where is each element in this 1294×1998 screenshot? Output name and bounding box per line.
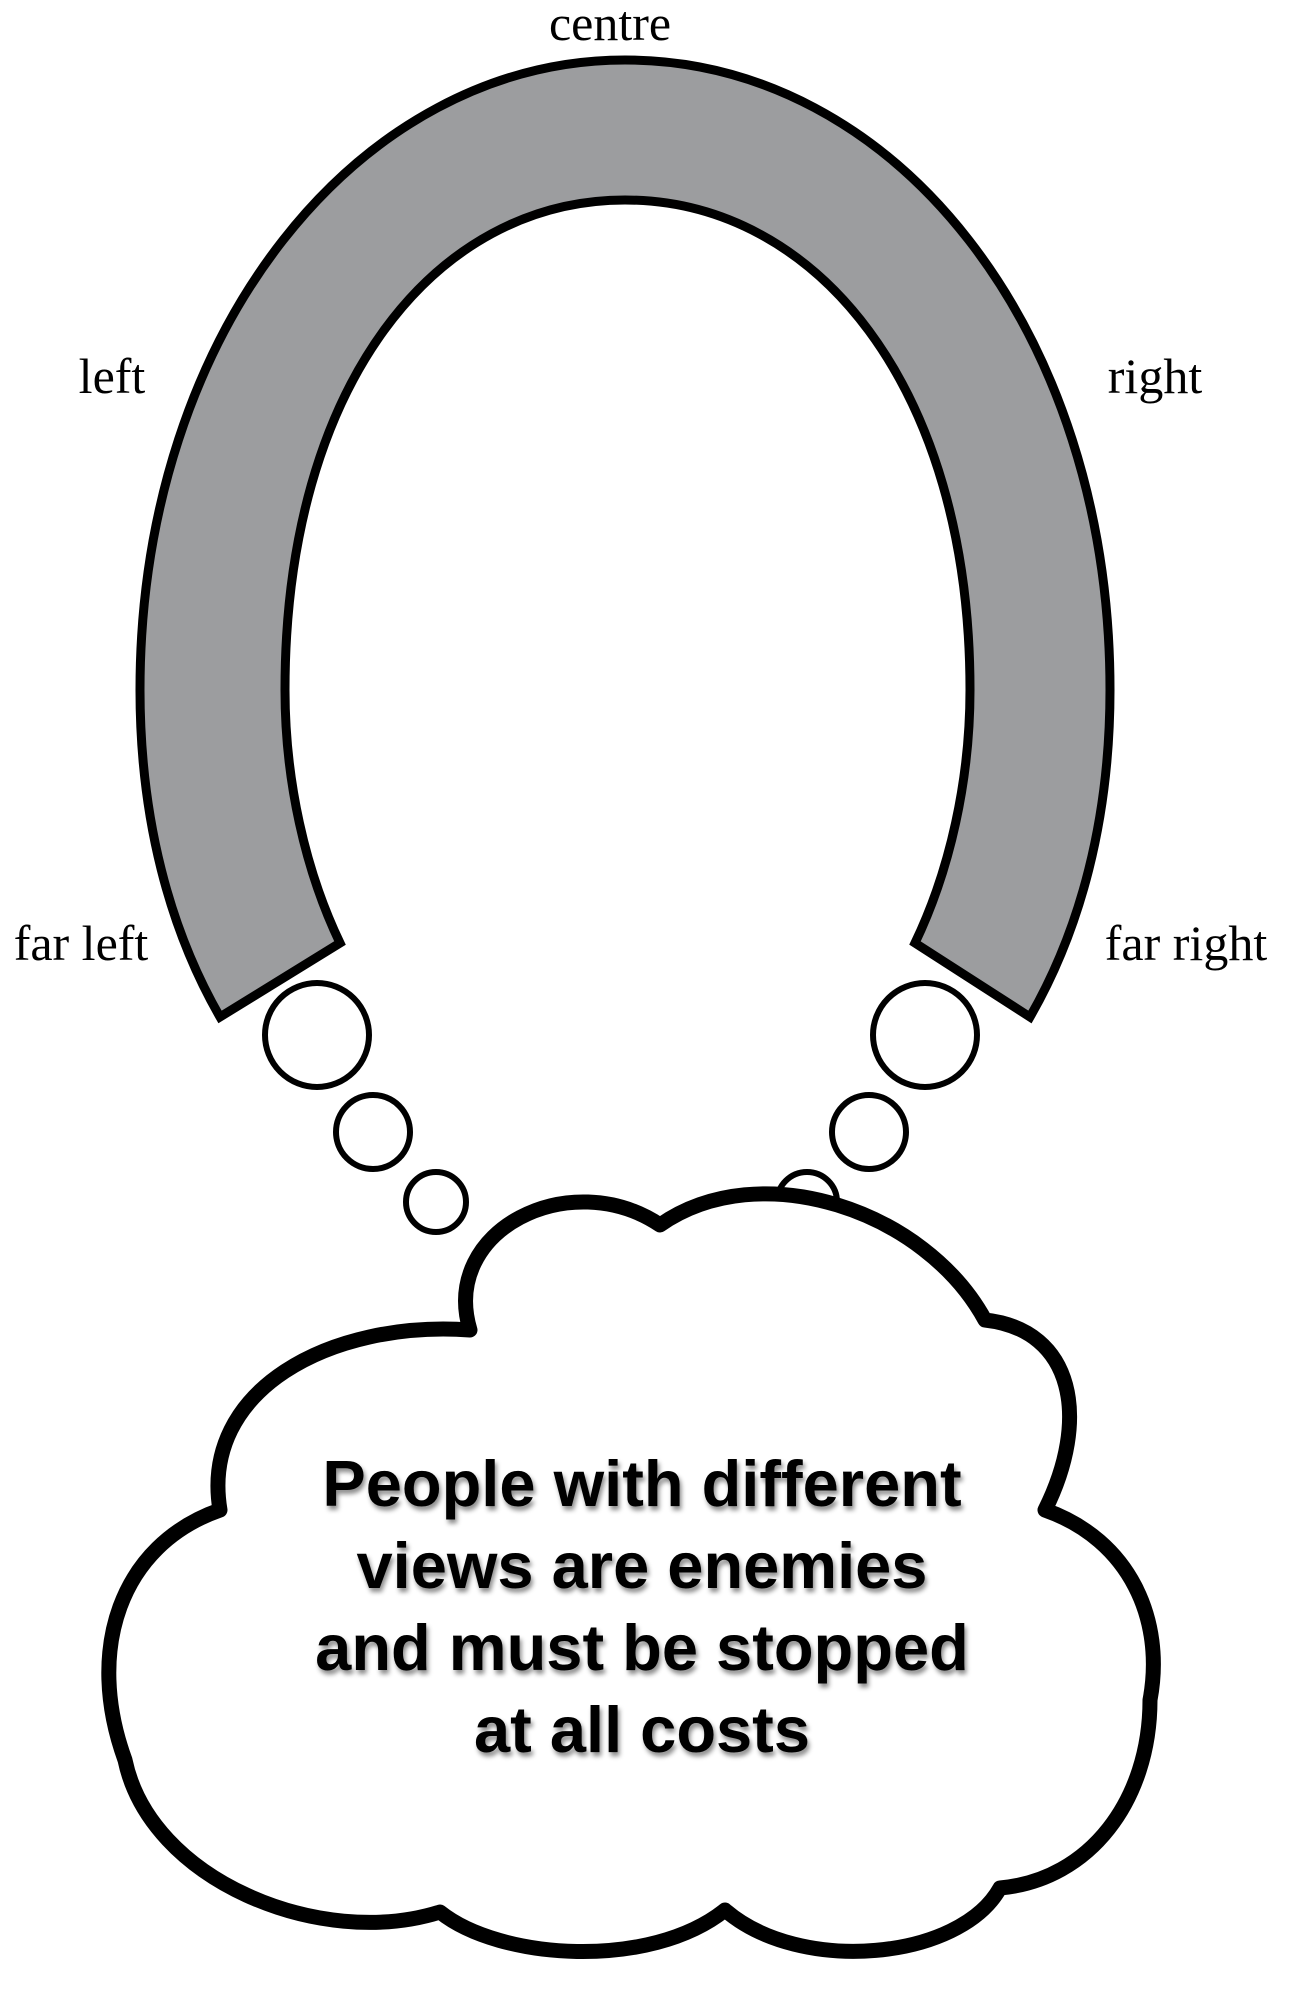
cloud-line: views are enemies (357, 1529, 928, 1602)
right-thought-bubble-medium (829, 1092, 909, 1172)
left-thought-bubble-large (262, 980, 372, 1090)
label-centre: centre (549, 0, 671, 51)
cloud-line: People with different (322, 1447, 961, 1520)
cloud-line: and must be stopped (315, 1611, 969, 1684)
label-far-left: far left (14, 915, 149, 971)
horseshoe-arch (135, 55, 1115, 1024)
right-thought-bubble-large (870, 980, 980, 1090)
cloud-message: People with different views are enemies … (315, 1447, 969, 1766)
cloud-line: at all costs (474, 1693, 810, 1766)
label-left: left (79, 348, 146, 404)
thought-cloud (101, 1186, 1161, 1959)
left-thought-bubble-medium (333, 1092, 413, 1172)
label-far-right: far right (1105, 915, 1268, 971)
label-right: right (1108, 348, 1203, 404)
left-thought-bubble-small (403, 1169, 469, 1235)
